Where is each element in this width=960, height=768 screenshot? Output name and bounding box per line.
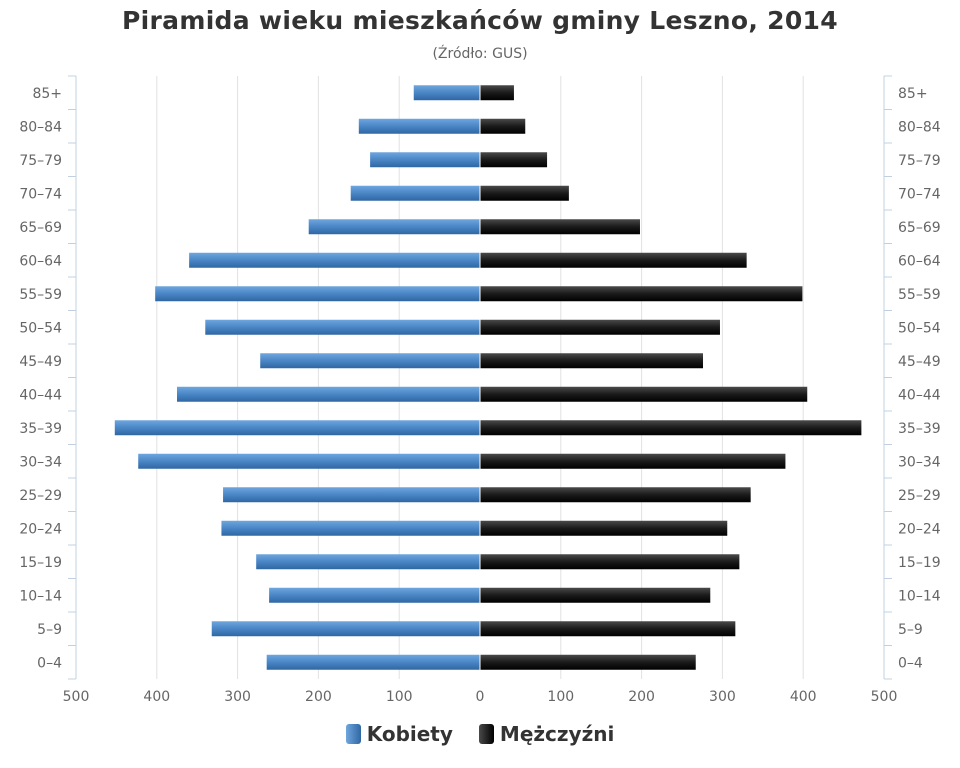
bar-kobiety[interactable]	[413, 85, 480, 101]
y-tick-label-right: 25–29	[898, 488, 941, 504]
x-tick-label: 0	[476, 689, 485, 705]
x-tick-label: 100	[386, 689, 413, 705]
bar-mezczyzni[interactable]	[480, 621, 736, 637]
y-tick-label-left: 10–14	[19, 588, 62, 604]
bar-kobiety[interactable]	[221, 520, 480, 536]
y-tick-label-right: 65–69	[898, 220, 941, 236]
bar-mezczyzni[interactable]	[480, 520, 728, 536]
y-tick-label-right: 45–49	[898, 354, 941, 370]
x-tick-label: 400	[143, 689, 170, 705]
y-tick-label-right: 75–79	[898, 153, 941, 169]
x-tick-label: 500	[871, 689, 898, 705]
y-tick-label-left: 50–54	[19, 320, 62, 336]
y-tick-label-right: 15–19	[898, 555, 941, 571]
bar-kobiety[interactable]	[350, 185, 480, 201]
x-tick-label: 100	[547, 689, 574, 705]
bars	[114, 85, 862, 670]
bar-kobiety[interactable]	[266, 654, 480, 670]
y-tick-label-left: 85+	[32, 86, 62, 102]
legend: Kobiety Mężczyźni	[0, 722, 960, 746]
bar-mezczyzni[interactable]	[480, 286, 803, 302]
bar-kobiety[interactable]	[269, 587, 480, 603]
bar-mezczyzni[interactable]	[480, 219, 640, 235]
bar-kobiety[interactable]	[256, 554, 480, 570]
y-tick-label-right: 55–59	[898, 287, 941, 303]
y-tick-label-left: 45–49	[19, 354, 62, 370]
bar-mezczyzni[interactable]	[480, 185, 569, 201]
legend-swatch-kobiety	[345, 724, 361, 744]
y-tick-label-right: 20–24	[898, 521, 941, 537]
bar-kobiety[interactable]	[211, 621, 480, 637]
bar-kobiety[interactable]	[223, 487, 480, 503]
bar-kobiety[interactable]	[370, 152, 480, 168]
y-tick-label-right: 30–34	[898, 454, 941, 470]
bar-mezczyzni[interactable]	[480, 386, 808, 402]
x-tick-label: 200	[305, 689, 332, 705]
bar-mezczyzni[interactable]	[480, 654, 696, 670]
bar-mezczyzni[interactable]	[480, 487, 751, 503]
y-tick-label-left: 55–59	[19, 287, 62, 303]
y-tick-label-right: 10–14	[898, 588, 941, 604]
y-tick-label-left: 5–9	[37, 622, 62, 638]
legend-item-mezczyzni[interactable]: Mężczyźni	[478, 722, 615, 746]
y-tick-label-right: 85+	[898, 86, 928, 102]
bar-mezczyzni[interactable]	[480, 453, 786, 469]
bar-mezczyzni[interactable]	[480, 587, 711, 603]
bar-mezczyzni[interactable]	[480, 118, 526, 134]
y-tick-label-left: 70–74	[19, 186, 62, 202]
bar-mezczyzni[interactable]	[480, 152, 548, 168]
y-tick-label-left: 80–84	[19, 119, 62, 135]
legend-item-kobiety[interactable]: Kobiety	[345, 722, 453, 746]
legend-label-kobiety: Kobiety	[366, 722, 453, 746]
bar-kobiety[interactable]	[308, 219, 480, 235]
bar-kobiety[interactable]	[358, 118, 480, 134]
bar-kobiety[interactable]	[114, 420, 480, 436]
y-tick-label-right: 50–54	[898, 320, 941, 336]
y-tick-label-right: 80–84	[898, 119, 941, 135]
bar-mezczyzni[interactable]	[480, 319, 720, 335]
y-tick-label-right: 70–74	[898, 186, 941, 202]
x-tick-label: 200	[628, 689, 655, 705]
x-tick-label: 300	[709, 689, 736, 705]
y-tick-label-left: 65–69	[19, 220, 62, 236]
bar-kobiety[interactable]	[189, 252, 480, 268]
x-tick-label: 400	[790, 689, 817, 705]
y-tick-label-left: 25–29	[19, 488, 62, 504]
bar-kobiety[interactable]	[260, 353, 480, 369]
x-tick-label: 500	[63, 689, 90, 705]
tick-labels: 500 400 300 200 100 0 100 200 300 400 500 85+ 85+ 80–…	[19, 86, 940, 705]
y-tick-label-left: 75–79	[19, 153, 62, 169]
y-tick-label-left: 60–64	[19, 253, 62, 269]
bar-kobiety[interactable]	[155, 286, 480, 302]
x-tick-label: 300	[224, 689, 251, 705]
bar-mezczyzni[interactable]	[480, 252, 747, 268]
y-tick-label-right: 0–4	[898, 655, 923, 671]
axes	[68, 75, 892, 680]
y-tick-label-left: 0–4	[37, 655, 62, 671]
y-tick-label-left: 15–19	[19, 555, 62, 571]
legend-label-mezczyzni: Mężczyźni	[499, 722, 615, 746]
y-tick-label-right: 40–44	[898, 387, 941, 403]
y-tick-label-right: 60–64	[898, 253, 941, 269]
y-tick-label-left: 20–24	[19, 521, 62, 537]
chart-subtitle: (Źródło: GUS)	[432, 46, 528, 62]
bar-mezczyzni[interactable]	[480, 353, 704, 369]
chart-title: Piramida wieku mieszkańców gminy Leszno,…	[122, 6, 838, 35]
bar-kobiety[interactable]	[177, 386, 480, 402]
legend-swatch-mezczyzni	[478, 724, 494, 744]
bar-kobiety[interactable]	[138, 453, 480, 469]
y-tick-label-left: 40–44	[19, 387, 62, 403]
gridlines	[156, 76, 804, 679]
y-tick-label-right: 5–9	[898, 622, 923, 638]
bar-kobiety[interactable]	[205, 319, 480, 335]
bar-mezczyzni[interactable]	[480, 554, 740, 570]
y-tick-label-left: 30–34	[19, 454, 62, 470]
y-tick-label-right: 35–39	[898, 421, 941, 437]
y-tick-label-left: 35–39	[19, 421, 62, 437]
bar-mezczyzni[interactable]	[480, 85, 514, 101]
bar-mezczyzni[interactable]	[480, 420, 862, 436]
